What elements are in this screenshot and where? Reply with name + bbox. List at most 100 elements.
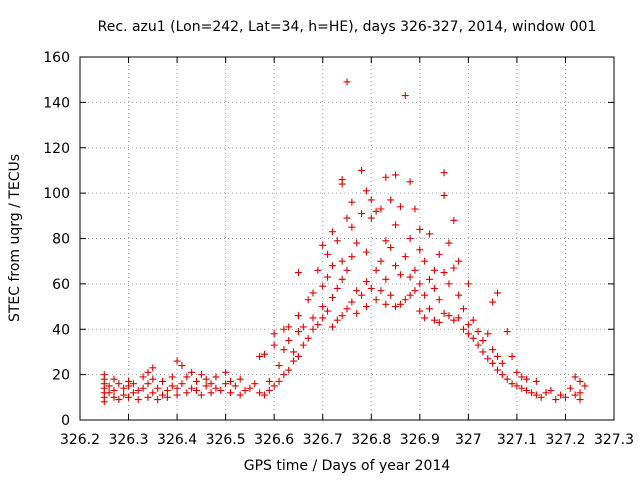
data-point [328,228,336,236]
data-point [508,352,516,360]
data-point [324,250,332,258]
data-point [576,377,584,385]
data-point [493,366,501,374]
y-tick-label: 40 [52,322,70,338]
data-point [149,375,157,383]
data-point [246,384,254,392]
data-point [484,355,492,363]
data-point [362,278,370,286]
data-point [226,389,234,397]
data-point [518,373,526,381]
data-point [445,239,453,247]
y-tick-label: 140 [43,95,70,111]
data-point [426,275,434,283]
data-point [474,341,482,349]
data-point [372,296,380,304]
data-point [260,350,268,358]
data-point [328,323,336,331]
data-point [455,257,463,265]
data-point [100,371,108,379]
data-point [231,382,239,390]
data-point [396,300,404,308]
data-point [348,198,356,206]
data-point [265,377,273,385]
data-point [343,305,351,313]
data-point [532,391,540,399]
data-point [450,316,458,324]
data-point [542,389,550,397]
data-point [513,382,521,390]
x-tick-label: 326.8 [351,432,391,448]
data-point [144,393,152,401]
x-tick-label: 326.4 [157,432,197,448]
data-point [416,225,424,233]
data-point [392,221,400,229]
data-point [226,377,234,385]
data-point [324,307,332,315]
y-tick-label: 20 [52,368,70,384]
data-point [183,389,191,397]
data-point [440,269,448,277]
data-point [576,396,584,404]
data-point [338,257,346,265]
data-point [207,389,215,397]
data-point [382,275,390,283]
data-point [338,176,346,184]
data-point [469,316,477,324]
data-point [110,387,118,395]
data-point [309,314,317,322]
data-point [285,323,293,331]
data-point [168,382,176,390]
data-point [489,359,497,367]
data-point [537,393,545,401]
data-point [411,287,419,295]
data-point [532,377,540,385]
data-point [110,393,118,401]
data-point [479,348,487,356]
data-point [159,391,167,399]
data-point [406,235,414,242]
x-tick-label: 326.7 [303,432,343,448]
data-point [396,203,404,211]
data-point [294,352,302,360]
data-point [197,371,205,379]
data-point [411,205,419,213]
data-point [430,316,438,324]
x-tick-label: 327.2 [545,432,585,448]
data-point [193,377,201,385]
data-point [382,300,390,308]
data-point [212,384,220,392]
data-point [382,173,390,181]
data-point [173,357,181,365]
data-point [460,305,468,313]
data-point [367,214,375,222]
data-point [139,384,147,392]
data-point [105,382,113,390]
data-point [163,387,171,395]
data-point [324,273,332,281]
data-point [464,330,472,338]
data-point [280,325,288,333]
data-point [426,230,434,238]
data-point [455,314,463,322]
data-point [493,289,501,297]
data-point [173,391,181,399]
data-point [387,244,395,252]
data-point [294,312,302,320]
data-point [222,380,230,388]
data-point [115,396,123,404]
data-point [197,391,205,399]
data-point [241,387,249,395]
data-point [328,262,336,270]
data-point [299,341,307,349]
data-point [367,284,375,292]
data-point [367,196,375,204]
data-point [372,266,380,274]
data-point [426,305,434,313]
data-point [280,346,288,354]
data-point [358,166,366,174]
data-point [576,389,584,397]
data-point [498,371,506,379]
x-axis-label: GPS time / Days of year 2014 [244,458,451,474]
axis-ticks [79,56,615,421]
